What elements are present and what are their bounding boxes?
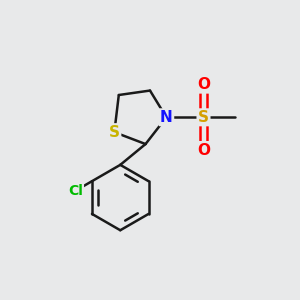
- Text: S: S: [109, 125, 120, 140]
- Text: Cl: Cl: [68, 184, 83, 198]
- Text: S: S: [198, 110, 209, 125]
- Text: O: O: [197, 142, 210, 158]
- Text: O: O: [197, 77, 210, 92]
- Text: N: N: [160, 110, 173, 125]
